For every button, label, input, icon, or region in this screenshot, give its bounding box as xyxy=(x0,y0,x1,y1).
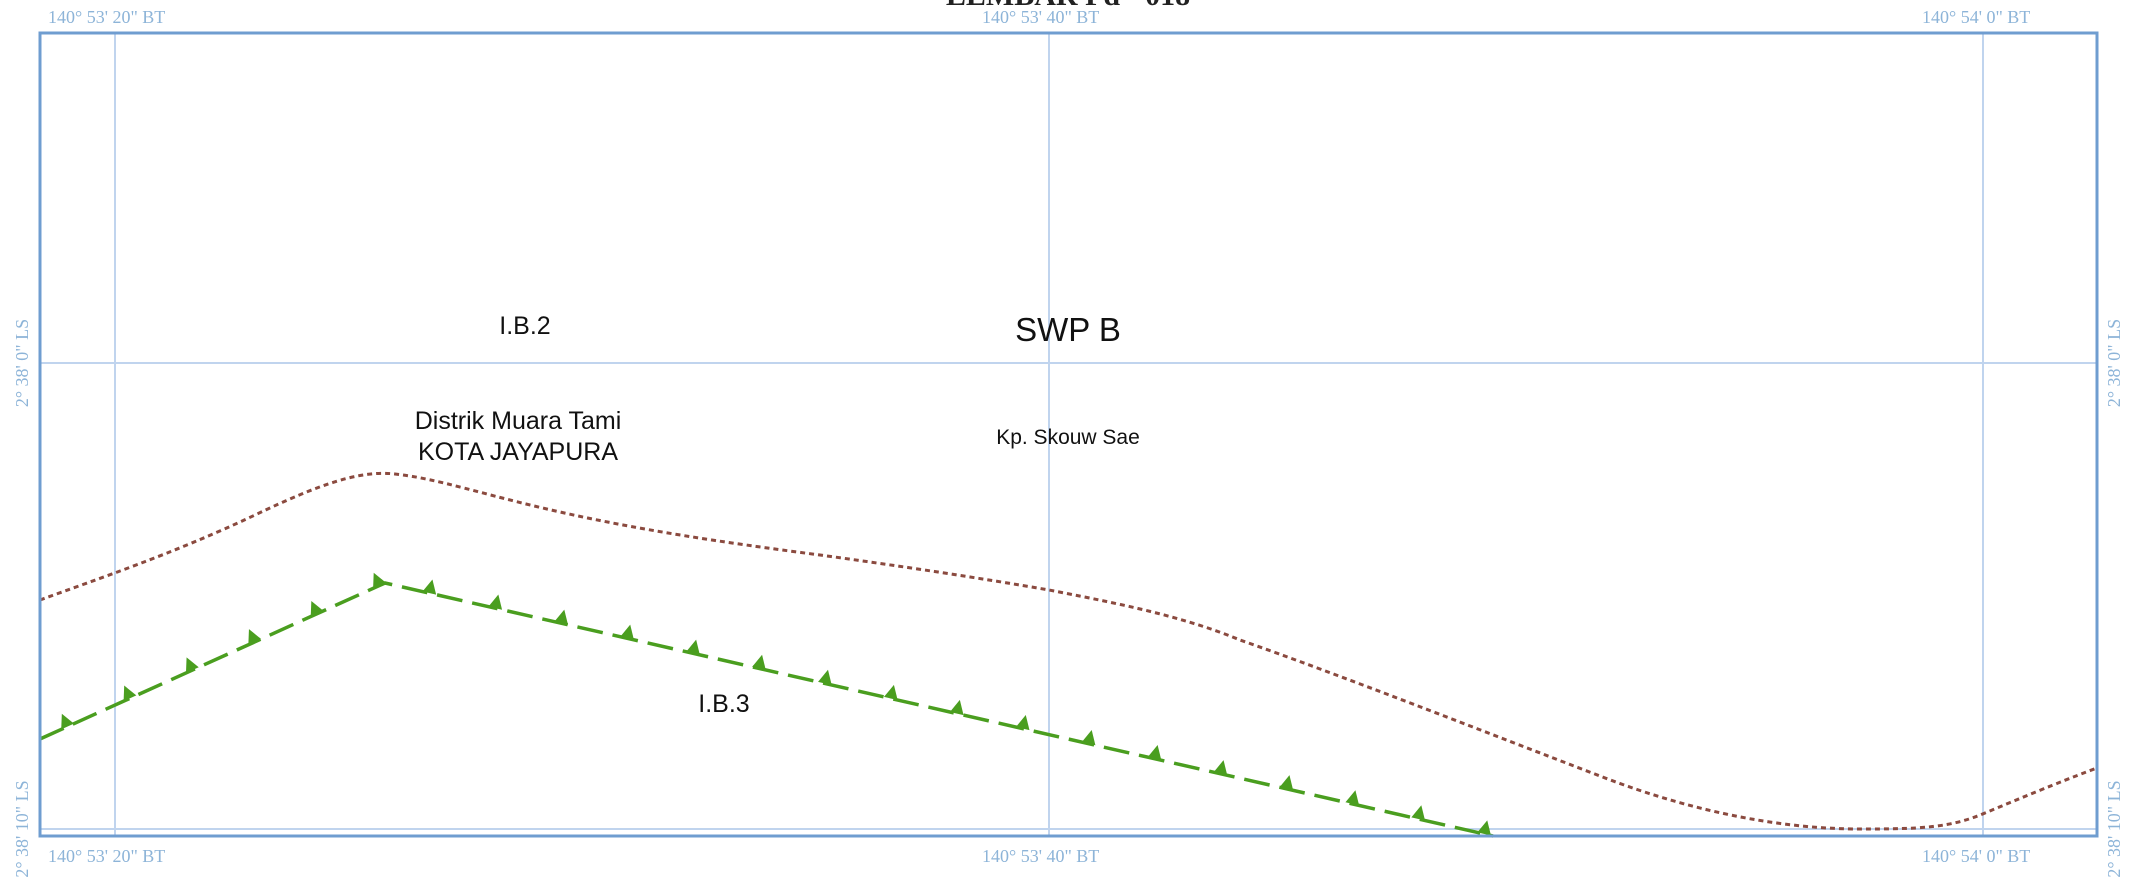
coord-left-lat-2: 2° 38' 10" LS xyxy=(12,780,32,877)
zone-boundary-ticks xyxy=(61,572,1491,836)
zone-boundary-tick xyxy=(61,713,74,730)
coord-bottom-lon-3: 140° 54' 0" BT xyxy=(1922,846,2030,866)
zone-boundary-tick xyxy=(818,669,832,685)
coord-top-lon-2: 140° 53' 40" BT xyxy=(982,7,1099,27)
map-frame xyxy=(38,31,2099,838)
coord-top-lon-3: 140° 54' 0" BT xyxy=(1922,7,2030,27)
zone-boundary-tick xyxy=(686,639,700,655)
zone-boundary-tick xyxy=(422,579,437,595)
coord-bottom-lon-1: 140° 53' 20" BT xyxy=(48,846,165,866)
zone-boundary-tick xyxy=(488,594,503,610)
zone-boundary-tick xyxy=(1213,760,1228,776)
zone-boundary-tick xyxy=(1345,790,1360,806)
zone-boundary-tick xyxy=(248,629,262,645)
zone-boundary-tick xyxy=(883,684,898,701)
district-label-line1: Distrik Muara Tami xyxy=(415,407,622,435)
zone-label-swp-b: SWP B xyxy=(1015,311,1121,348)
zone-boundary-tick xyxy=(1015,714,1030,731)
zone-boundary-tick xyxy=(185,657,199,673)
zone-boundary-tick xyxy=(620,624,634,640)
sheet-title: LEMBAR Pd - 018 xyxy=(946,0,1190,12)
zone-boundary-line xyxy=(39,581,1494,838)
coord-left-lat-1: 2° 38' 0" LS xyxy=(12,319,32,407)
zone-boundary-tick xyxy=(1279,775,1294,791)
zone-boundary-tick xyxy=(752,654,766,670)
zone-label-ib2: I.B.2 xyxy=(499,312,550,340)
district-boundary-line xyxy=(39,471,2098,831)
zone-boundary-tick xyxy=(373,572,386,589)
coord-right-lat-2: 2° 38' 10" LS xyxy=(2104,780,2124,877)
zone-label-ib3: I.B.3 xyxy=(698,690,749,718)
district-label-line2: KOTA JAYAPURA xyxy=(418,438,618,466)
coordinate-grid xyxy=(40,33,2097,836)
village-label-kp-skouw-sae: Kp. Skouw Sae xyxy=(996,426,1140,449)
zone-boundary-tick xyxy=(1081,730,1096,746)
zone-boundary-tick xyxy=(1477,820,1491,836)
zone-boundary-tick xyxy=(949,699,964,716)
coord-right-lat-1: 2° 38' 0" LS xyxy=(2104,319,2124,407)
coord-top-lon-1: 140° 53' 20" BT xyxy=(48,7,165,27)
zone-boundary-tick xyxy=(310,600,324,617)
zone-boundary-tick xyxy=(554,609,568,625)
coord-bottom-lon-2: 140° 53' 40" BT xyxy=(982,846,1099,866)
zone-boundary-tick xyxy=(1411,805,1426,821)
zone-boundary-tick xyxy=(123,685,137,702)
zone-boundary-tick xyxy=(1147,745,1162,761)
